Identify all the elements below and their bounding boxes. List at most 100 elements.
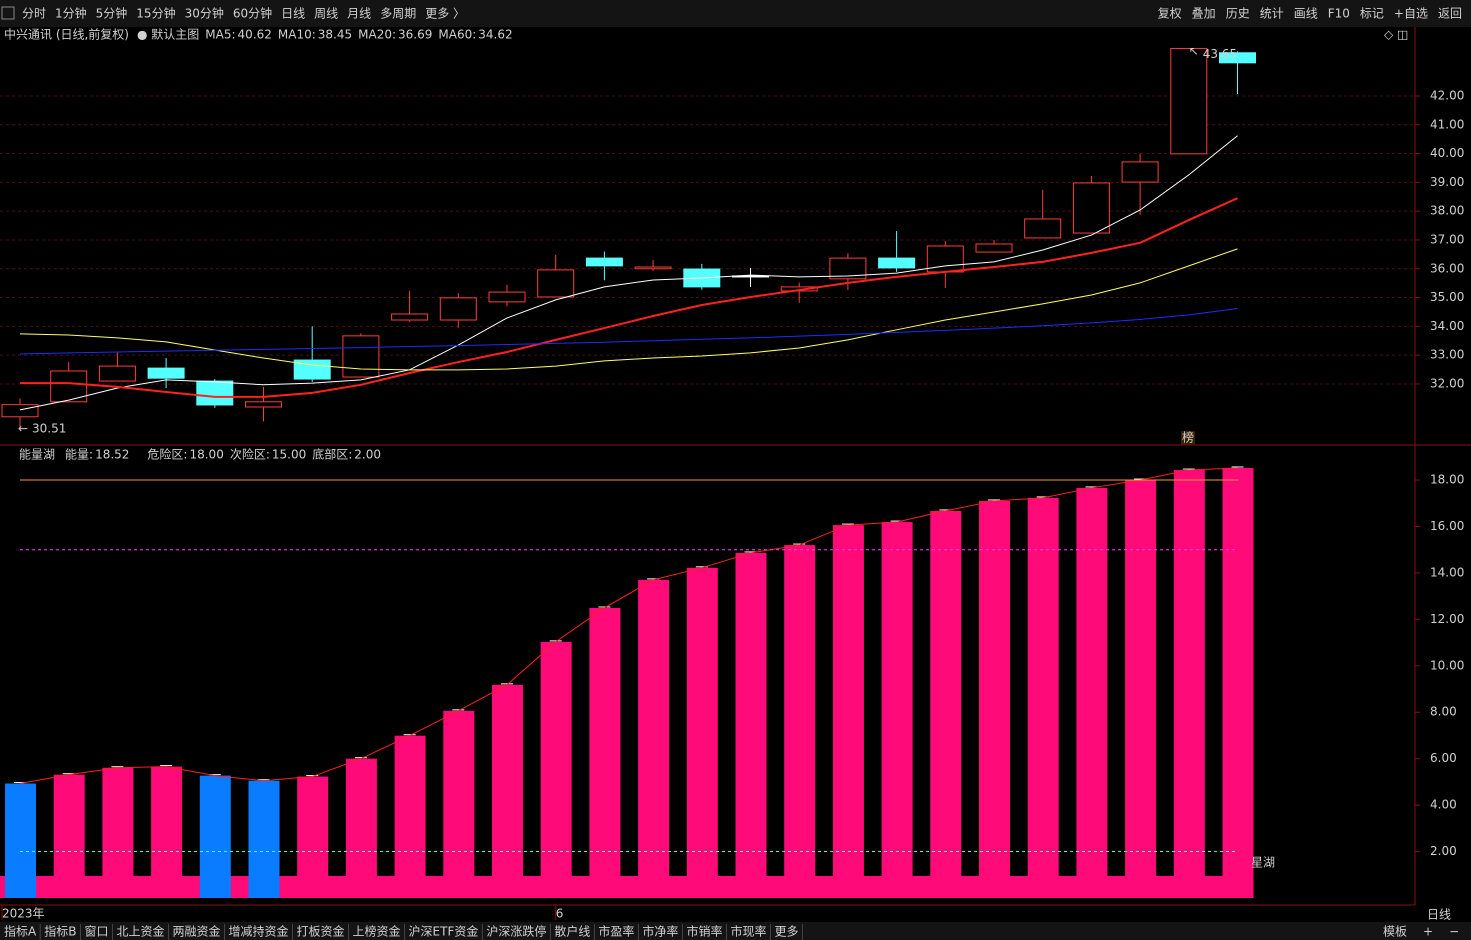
candle-body [1170,47,1208,155]
indicator-tab[interactable]: 北上资金 [116,924,164,939]
indicator-tab[interactable]: 市销率 [686,924,722,939]
y-tick-label: 42.00 [1430,88,1464,102]
candle-body [878,257,916,269]
indicator-tab[interactable]: 市现率 [730,924,766,939]
candle-body [391,313,429,321]
candle-body [488,291,526,303]
arrow: ← [18,421,28,435]
energy-bar [589,607,621,898]
indicator-tab[interactable]: 窗口 [84,925,108,939]
legend-value: 34.62 [478,28,512,42]
legend-label: MA20: [358,28,396,42]
y-tick-label: 32.00 [1430,376,1464,390]
energy-bar [1222,467,1254,898]
energy-bar [979,500,1010,898]
legend-label: 能量: [65,448,93,462]
indicator-tab[interactable]: 散户线 [554,924,590,939]
tool-button[interactable]: 历史 [1226,7,1250,21]
tool-button[interactable]: 叠加 [1192,7,1216,21]
candle-body [293,359,331,380]
y-tick-label: 4.00 [1430,798,1457,812]
indicator-tab[interactable]: 更多 [774,925,798,939]
energy-bar [735,552,767,898]
legend-value: 38.45 [318,28,352,42]
bottom-bar-bg [0,922,1471,940]
period-tab[interactable]: 30分钟 [185,6,224,21]
energy-bar [832,525,864,898]
legend-label: 危险区: [147,447,187,462]
period-tab[interactable]: 日线 [281,7,305,21]
energy-bar [1173,470,1205,898]
period-tab[interactable]: 更多 〉 [425,7,465,21]
x-tick-label: 6 [556,907,564,921]
main-chart-label[interactable]: ● 默认主图 [137,27,199,42]
window-button[interactable]: − [1449,925,1459,939]
energy-bar [248,780,280,898]
indicator-tab[interactable]: 两融资金 [172,924,220,939]
tool-button[interactable]: 返回 [1438,7,1462,21]
period-tab[interactable]: 60分钟 [233,6,272,21]
legend-value: 2.00 [354,448,381,462]
energy-bar [638,579,670,898]
y-tick-label: 8.00 [1430,705,1457,719]
tool-button[interactable]: 统计 [1260,7,1284,21]
energy-bar [53,774,85,898]
tool-button[interactable]: 标记 [1360,7,1384,21]
energy-bar [540,641,572,898]
badge[interactable]: 榜 [1182,430,1194,445]
period-tab[interactable]: 多周期 [380,7,416,21]
candle-body [1024,218,1062,239]
period-tab[interactable]: 月线 [347,7,371,21]
legend-label: 次险区: [230,447,270,462]
y-tick-label: 12.00 [1430,612,1464,626]
badge-bg [1181,431,1195,445]
energy-bar [297,776,329,898]
indicator-tab[interactable]: 打板资金 [297,924,345,939]
y-tick-label: 6.00 [1430,751,1457,765]
indicator-tab[interactable]: 市净率 [642,924,678,939]
period-label: 日线 [1427,908,1451,922]
toolbar-bg [0,0,1471,27]
menu-icon[interactable] [1,6,15,20]
candle-body [537,269,575,298]
period-tab[interactable]: 15分钟 [136,6,175,21]
y-tick-label: 18.00 [1430,473,1464,487]
y-tick-label: 39.00 [1430,175,1464,189]
tool-button[interactable]: F10 [1328,7,1350,21]
legend-value: 18.00 [189,448,223,462]
candle-body [1072,182,1110,234]
arrow: ↖ [1189,44,1199,58]
indicator-tab[interactable]: 指标B [44,924,76,939]
indicator-tab[interactable]: 上榜资金 [353,924,401,939]
energy-line [19,467,1238,785]
indicator-tab[interactable]: 沪深ETF资金 [409,924,479,939]
period-tab[interactable]: 周线 [314,7,338,21]
ma-line [19,248,1238,371]
tool-button[interactable]: 复权 [1158,7,1182,21]
energy-bar [102,767,134,898]
indicator-tab[interactable]: 沪深涨跌停 [486,924,546,939]
indicator-tab[interactable]: 指标A [4,924,37,939]
window-icons[interactable]: ◇ ◫ [1384,28,1408,42]
low-label: 30.51 [32,421,66,435]
candle-body [634,266,672,270]
energy-bar [443,710,475,898]
candle-body [1219,52,1256,64]
energy-bar [784,545,816,898]
ma-line [19,308,1238,355]
indicator-tab[interactable]: 市盈率 [598,924,634,939]
tool-button[interactable]: +自选 [1394,7,1428,21]
period-tab[interactable]: 1分钟 [55,6,87,21]
window-button[interactable]: + [1423,925,1433,939]
window-button[interactable]: 模板 [1383,925,1407,939]
indicator-name[interactable]: 能量湖 [19,447,55,462]
period-tab[interactable]: 分时 [22,7,46,21]
y-tick-label: 33.00 [1430,348,1464,362]
tool-button[interactable]: 画线 [1294,7,1318,21]
energy-bar [492,684,523,898]
period-tab[interactable]: 5分钟 [96,6,128,21]
y-tick-label: 2.00 [1430,844,1457,858]
indicator-tab[interactable]: 增减持资金 [229,924,289,939]
